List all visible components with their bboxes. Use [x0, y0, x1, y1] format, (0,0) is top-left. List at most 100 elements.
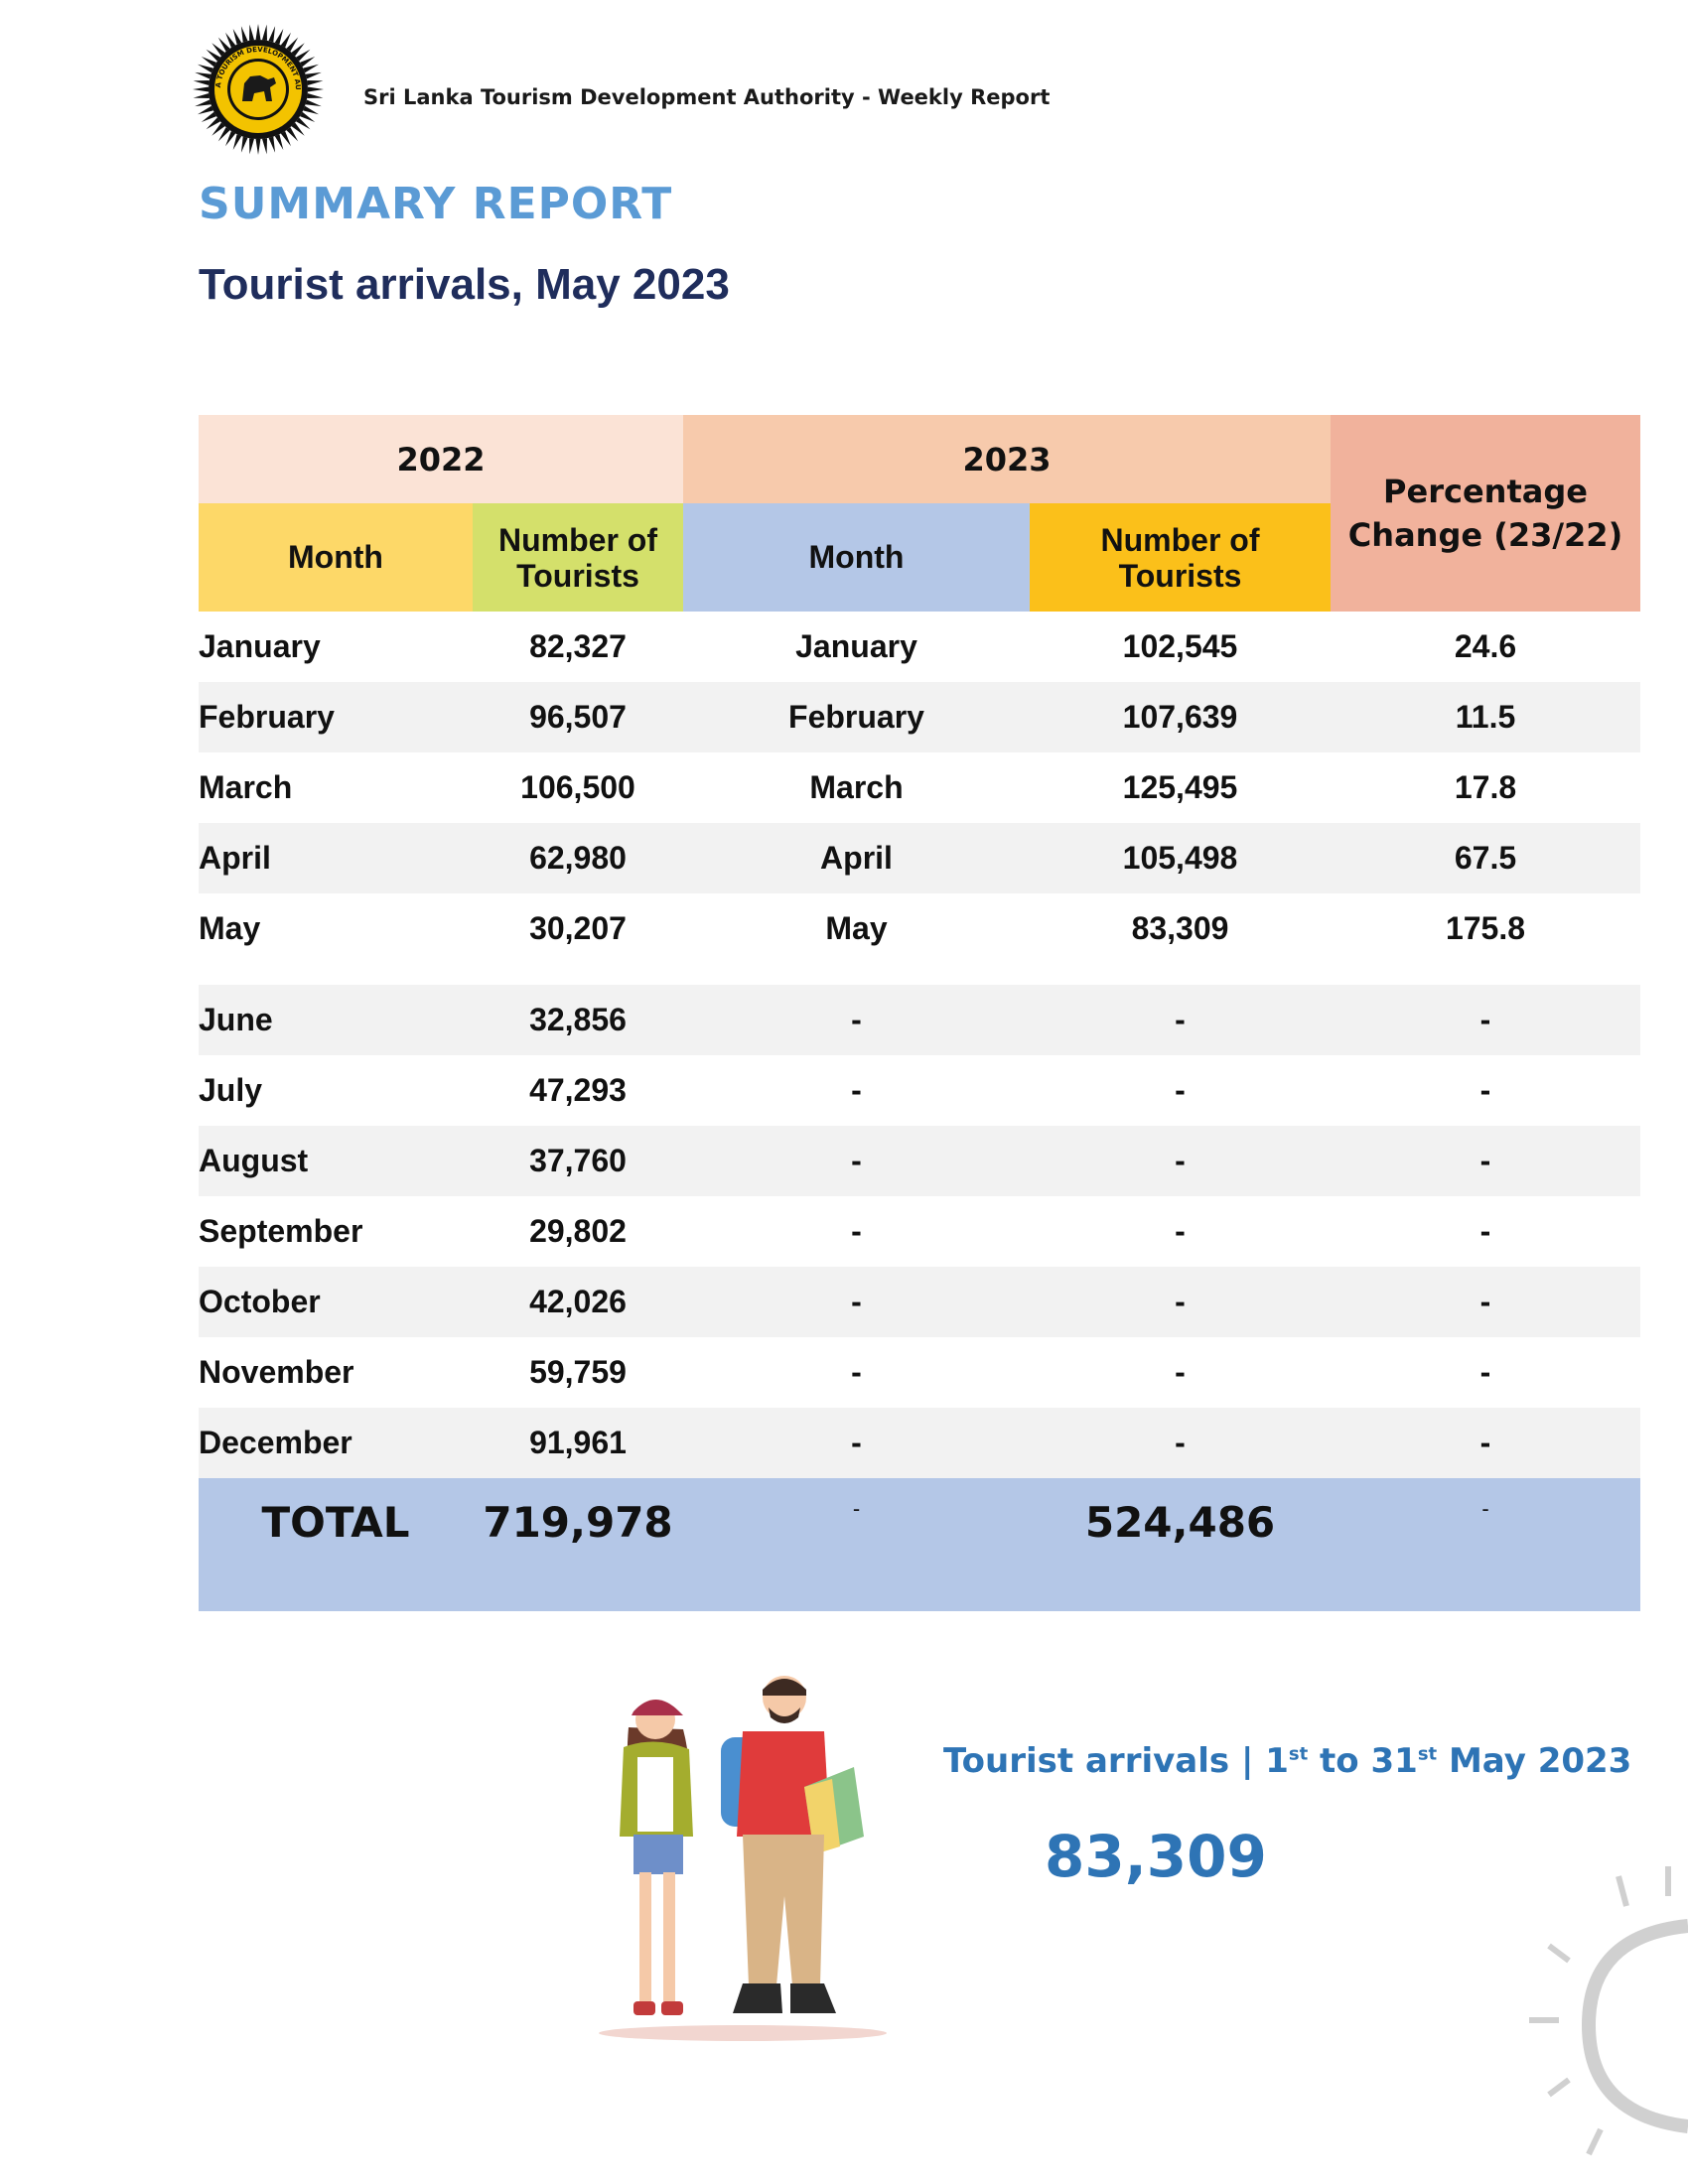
table-row: September 29,802 - - -	[199, 1196, 1640, 1267]
seal-ray	[232, 134, 242, 150]
tourists-2023-header-line1: Number of	[1100, 521, 1260, 558]
seal-ray	[217, 37, 230, 52]
seal-ray	[303, 105, 319, 115]
month-2023-cell: -	[683, 985, 1030, 1055]
pct-change-cell: -	[1479, 1354, 1491, 1390]
month-2022-header: Month	[199, 503, 473, 612]
seal-ray	[249, 24, 254, 41]
sup-first: st	[1288, 1743, 1309, 1765]
tourists-2022-cell: 29,802	[529, 1213, 627, 1249]
tourists-2023-cell: 107,639	[1030, 682, 1331, 752]
seal-ray	[211, 43, 225, 57]
tourists-2022-cell: 106,500	[520, 769, 635, 805]
tourists-2023-cell: 83,309	[1131, 910, 1229, 946]
seal-ray	[286, 37, 299, 52]
seal-ray	[296, 117, 311, 130]
tourists-2023-cell: 105,498	[1030, 823, 1331, 893]
month-2022-cell: January	[199, 628, 321, 664]
tourists-2022-cell: 91,961	[473, 1408, 683, 1478]
tourists-2022-header-line2: Tourists	[516, 557, 639, 594]
pct-change-cell: 24.6	[1454, 628, 1517, 664]
seal-ray	[195, 99, 211, 107]
month-2022-cell: November	[199, 1354, 354, 1390]
tourists-2023-header: Number of Tourists	[1030, 503, 1331, 612]
label-mid: to 31	[1308, 1741, 1418, 1781]
pct-header-line1: Percentage	[1383, 473, 1588, 510]
seal-ray	[195, 71, 211, 79]
seal-ray	[240, 136, 248, 153]
month-2023-cell: -	[683, 1408, 1030, 1478]
pct-change-cell: 17.8	[1454, 769, 1517, 805]
tourists-2023-header-line2: Tourists	[1118, 557, 1242, 594]
total-label: TOTAL	[199, 1478, 473, 1611]
seal-ray	[193, 93, 210, 98]
pct-change-cell: -	[1479, 1072, 1491, 1108]
pct-header-line2: Change (23/22)	[1347, 516, 1623, 554]
pct-change-cell: -	[1331, 1408, 1640, 1478]
month-2022-cell: September	[199, 1213, 363, 1249]
seal-ray	[206, 49, 220, 62]
total-2022: 719,978	[473, 1478, 683, 1611]
seal-ray	[303, 64, 319, 73]
tourists-2023-cell: -	[1175, 1354, 1186, 1390]
seal-ray	[201, 57, 216, 68]
tourists-2022-cell: 47,293	[529, 1072, 627, 1108]
seal-ray	[286, 127, 299, 142]
arrivals-table: 2022 2023 Percentage Change (23/22) Mont…	[199, 415, 1640, 1611]
seal-ray	[255, 24, 261, 41]
tourists-2022-cell: 59,759	[529, 1354, 627, 1390]
pct-change-cell: -	[1331, 1126, 1640, 1196]
month-2022-cell: May	[199, 910, 261, 946]
seal-ray	[300, 111, 316, 122]
year-2022-header: 2022	[199, 415, 683, 503]
seal-ray	[193, 86, 210, 92]
table-row: May 30,207 May 83,309 175.8	[199, 893, 1640, 964]
tourists-2022-cell: 37,760	[473, 1126, 683, 1196]
pct-change-cell: 175.8	[1445, 910, 1526, 946]
seal-ray	[211, 122, 225, 136]
sri-lanka-tourism-seal-icon: SRI LANKA TOURISM DEVELOPMENT AUTHORITY	[191, 22, 324, 155]
seal-ray	[291, 122, 305, 136]
month-2022-cell: February	[199, 682, 473, 752]
tourists-2023-cell: 102,545	[1122, 628, 1238, 664]
seal-ray	[274, 134, 284, 150]
row-spacer	[199, 964, 1640, 985]
total-2023: 524,486	[1030, 1478, 1331, 1611]
label-suffix: May 2023	[1437, 1741, 1632, 1781]
seal-ray	[305, 99, 322, 107]
tourists-2022-cell: 32,856	[473, 985, 683, 1055]
month-2023-cell: -	[851, 1213, 862, 1249]
tourists-2022-cell: 30,207	[529, 910, 627, 946]
pct-change-cell: -	[1331, 1267, 1640, 1337]
seal-ray	[262, 24, 267, 41]
month-2023-header: Month	[683, 503, 1030, 612]
month-2022-cell: August	[199, 1126, 473, 1196]
seal-ray	[280, 32, 291, 48]
table-row: December 91,961- - -	[199, 1408, 1640, 1478]
seal-ray	[307, 80, 324, 85]
month-2023-cell: February	[683, 682, 1030, 752]
label-prefix: Tourist arrivals | 1	[943, 1741, 1289, 1781]
tourists-2023-cell: -	[1175, 1072, 1186, 1108]
summary-title: SUMMARY REPORT	[199, 179, 673, 229]
seal-ray	[280, 131, 291, 147]
seal-ray	[300, 57, 316, 68]
year-2023-header: 2023	[683, 415, 1331, 503]
seal-ray	[296, 49, 311, 62]
report-header: Sri Lanka Tourism Development Authority …	[363, 85, 1051, 109]
total-month-2023: -	[683, 1478, 1030, 1611]
pct-change-cell: -	[1331, 985, 1640, 1055]
seal-ray	[201, 111, 216, 122]
month-2022-cell: July	[199, 1072, 263, 1108]
seal-ray	[268, 26, 276, 43]
seal-ray	[225, 131, 236, 147]
tourists-2022-header: Number of Tourists	[473, 503, 683, 612]
month-2023-cell: March	[809, 769, 904, 805]
seal-ray	[240, 26, 248, 43]
tourists-2023-cell: 125,495	[1122, 769, 1238, 805]
percentage-change-header: Percentage Change (23/22)	[1331, 415, 1640, 612]
tourists-2023-cell: -	[1175, 1213, 1186, 1249]
month-2022-cell: June	[199, 985, 473, 1055]
month-2023-cell: May	[825, 910, 888, 946]
total-pct-change: -	[1331, 1478, 1640, 1611]
